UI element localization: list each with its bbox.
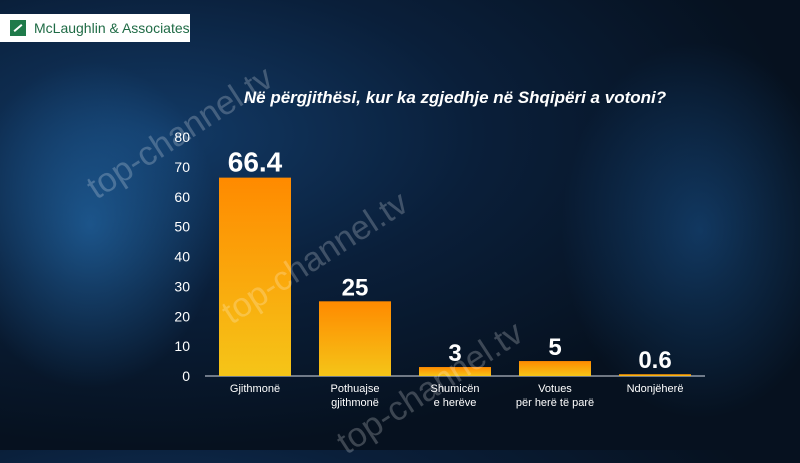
bar-value-label: 66.4: [228, 147, 283, 178]
x-category-label: Shumicën: [431, 383, 480, 395]
bar-value-label: 0.6: [638, 347, 671, 374]
bar-chart: 0 10 20 30 40 50 60 70 80 66.4 25 3 5 0.6 Gjithmonë P…: [174, 129, 705, 409]
bar: [619, 374, 691, 376]
y-tick-label: 70: [174, 159, 190, 175]
logo-mark-icon: [10, 20, 26, 36]
logo-text: McLaughlin & Associates: [34, 20, 190, 36]
y-tick-label: 60: [174, 189, 190, 205]
bar-value-label: 3: [448, 340, 461, 367]
bar: [419, 367, 491, 376]
x-category-label: për herë të parë: [516, 397, 594, 409]
chart-title: Në përgjithësi, kur ka zgjedhje në Shqip…: [243, 88, 667, 107]
value-labels-group: 66.4 25 3 5 0.6: [228, 147, 672, 375]
y-tick-label: 50: [174, 219, 190, 235]
bar-value-label: 25: [342, 274, 369, 301]
x-category-label: Ndonjëherë: [627, 383, 684, 395]
bar: [519, 361, 591, 376]
y-tick-label: 10: [174, 338, 190, 354]
bar: [219, 177, 291, 376]
y-tick-label: 0: [182, 368, 190, 384]
bars-group: [219, 177, 691, 376]
y-tick-label: 30: [174, 278, 190, 294]
x-category-label: Pothuajse: [331, 383, 380, 395]
bar-value-label: 5: [548, 334, 561, 361]
x-category-label: Gjithmonë: [230, 383, 280, 395]
x-category-label: e herëve: [434, 397, 477, 409]
y-tick-label: 80: [174, 129, 190, 145]
x-labels-group: Gjithmonë Pothuajse gjithmonë Shumicën e her…: [230, 383, 684, 409]
background-glow-right: [560, 40, 800, 420]
background-glow-left: [0, 60, 220, 390]
brand-logo: McLaughlin & Associates: [0, 14, 190, 42]
bar: [319, 301, 391, 376]
y-tick-label: 40: [174, 249, 190, 265]
y-tick-label: 20: [174, 308, 190, 324]
y-axis: 0 10 20 30 40 50 60 70 80: [174, 129, 190, 384]
x-category-label: gjithmonë: [331, 397, 379, 409]
x-category-label: Votues: [538, 383, 572, 395]
